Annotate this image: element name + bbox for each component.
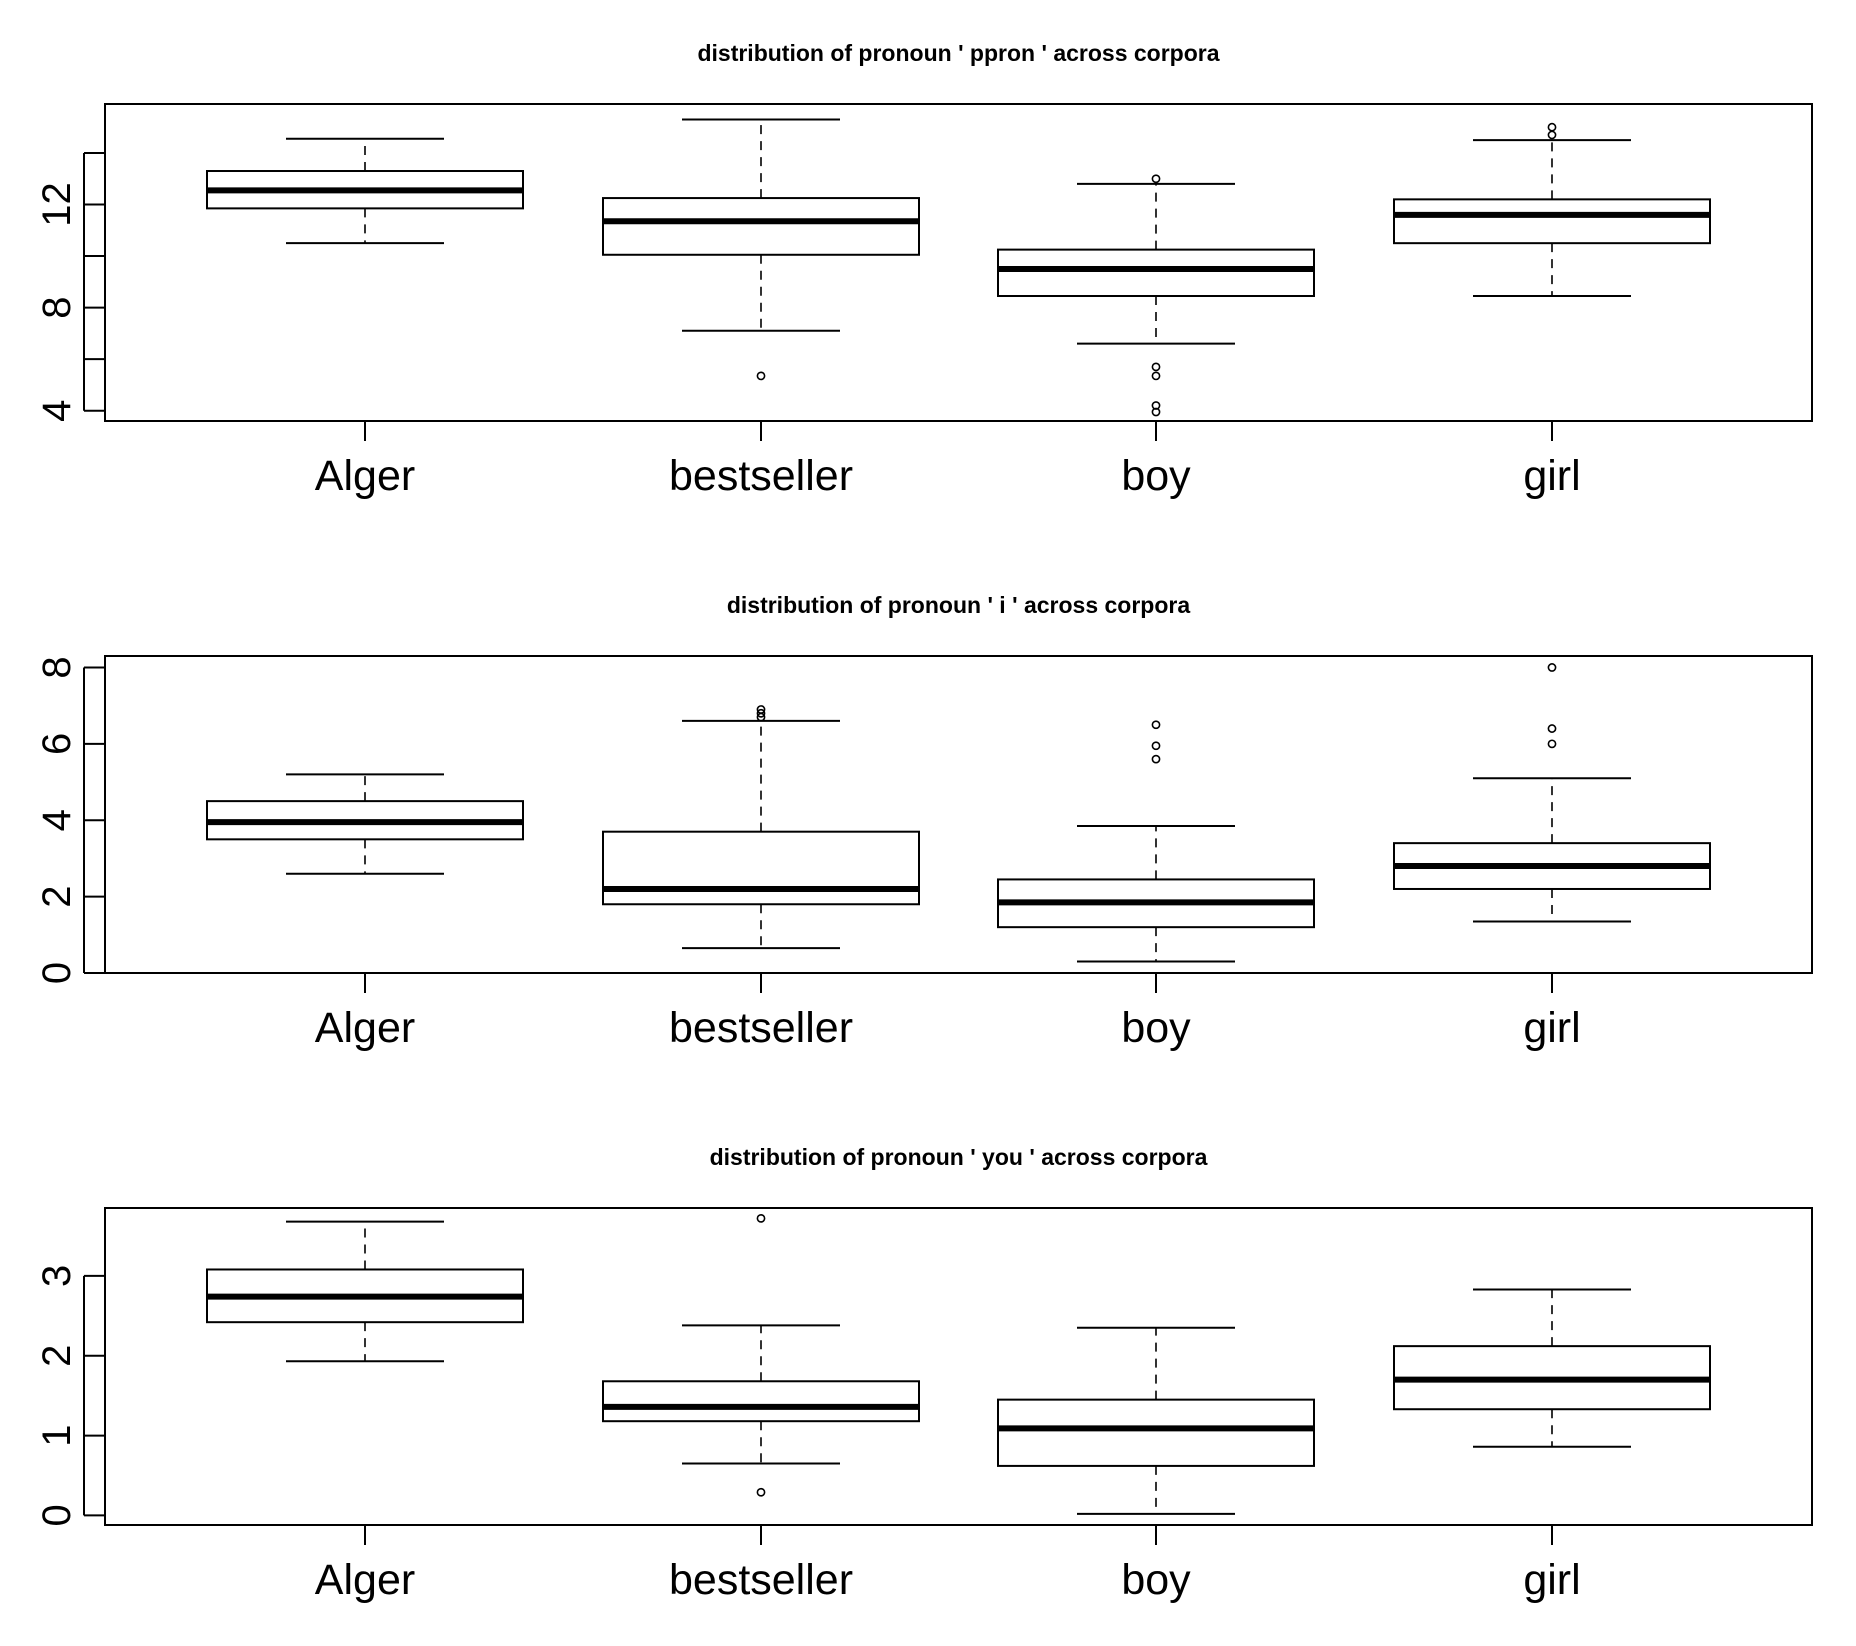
y-tick-label: 3 bbox=[35, 1265, 79, 1287]
x-tick-label: boy bbox=[1121, 452, 1191, 500]
box-boy bbox=[997, 1326, 1315, 1515]
y-tick-label: 0 bbox=[35, 1504, 79, 1526]
box-girl bbox=[1393, 663, 1711, 923]
x-tick-label: Alger bbox=[315, 1556, 415, 1604]
box-girl bbox=[1393, 122, 1711, 298]
y-tick-label: 2 bbox=[35, 885, 79, 907]
outlier-point bbox=[1547, 739, 1557, 749]
outlier-point bbox=[756, 1213, 766, 1223]
x-tick-label: boy bbox=[1121, 1556, 1191, 1604]
y-tick-label: 4 bbox=[35, 809, 79, 831]
outlier-point bbox=[1547, 130, 1557, 140]
x-tick-label: bestseller bbox=[669, 1556, 853, 1604]
box-alger bbox=[206, 773, 524, 875]
y-tick-label: 2 bbox=[35, 1345, 79, 1367]
box-bestseller bbox=[602, 705, 920, 950]
iqr-box bbox=[997, 248, 1315, 298]
plot-frame bbox=[104, 103, 1813, 422]
outlier-point bbox=[756, 705, 766, 714]
outlier-point bbox=[1151, 754, 1161, 764]
outlier-point bbox=[1151, 174, 1161, 184]
outlier-point bbox=[1151, 362, 1161, 372]
box-girl bbox=[1393, 1288, 1711, 1448]
x-tick-label: girl bbox=[1523, 1556, 1580, 1604]
ppron-boxplot-panel: distribution of pronoun ' ppron ' across… bbox=[35, 40, 1813, 500]
y-tick-label: 8 bbox=[35, 296, 79, 318]
x-tick-label: bestseller bbox=[669, 1004, 853, 1052]
outlier-point bbox=[756, 708, 766, 718]
i-boxplot-panel: distribution of pronoun ' i ' across cor… bbox=[35, 592, 1813, 1052]
x-tick-label: Alger bbox=[315, 452, 415, 500]
outlier-point bbox=[1151, 741, 1161, 751]
y-tick-label: 6 bbox=[35, 733, 79, 755]
outlier-point bbox=[1151, 371, 1161, 381]
outlier-point bbox=[756, 371, 766, 381]
box-alger bbox=[206, 137, 524, 245]
box-boy bbox=[997, 720, 1315, 963]
iqr-box bbox=[602, 1380, 920, 1423]
iqr-box bbox=[1393, 198, 1711, 245]
you-boxplot-panel: distribution of pronoun ' you ' across c… bbox=[35, 1144, 1813, 1604]
y-tick-label: 0 bbox=[35, 962, 79, 984]
outlier-point bbox=[1151, 720, 1161, 730]
x-tick-label: girl bbox=[1523, 1004, 1580, 1052]
chart-title: distribution of pronoun ' you ' across c… bbox=[710, 1144, 1208, 1170]
box-bestseller bbox=[602, 118, 920, 381]
x-tick-label: bestseller bbox=[669, 452, 853, 500]
iqr-box bbox=[602, 830, 920, 906]
x-tick-label: Alger bbox=[315, 1004, 415, 1052]
outlier-point bbox=[1547, 122, 1557, 132]
box-boy bbox=[997, 174, 1315, 417]
outlier-point bbox=[1547, 663, 1557, 672]
plot-frame bbox=[104, 1207, 1813, 1526]
y-tick-label: 8 bbox=[35, 656, 79, 678]
iqr-box bbox=[997, 1398, 1315, 1467]
chart-title: distribution of pronoun ' i ' across cor… bbox=[727, 592, 1190, 618]
x-tick-label: girl bbox=[1523, 452, 1580, 500]
x-tick-label: boy bbox=[1121, 1004, 1191, 1052]
y-tick-label: 12 bbox=[35, 182, 79, 227]
chart-title: distribution of pronoun ' ppron ' across… bbox=[697, 40, 1219, 66]
box-bestseller bbox=[602, 1213, 920, 1497]
outlier-point bbox=[1151, 407, 1161, 417]
iqr-box bbox=[602, 197, 920, 256]
y-tick-label: 1 bbox=[35, 1424, 79, 1446]
plot-frame bbox=[104, 655, 1813, 974]
box-alger bbox=[206, 1220, 524, 1363]
outlier-point bbox=[1547, 724, 1557, 733]
outlier-point bbox=[756, 1487, 766, 1497]
y-tick-label: 4 bbox=[35, 400, 79, 422]
